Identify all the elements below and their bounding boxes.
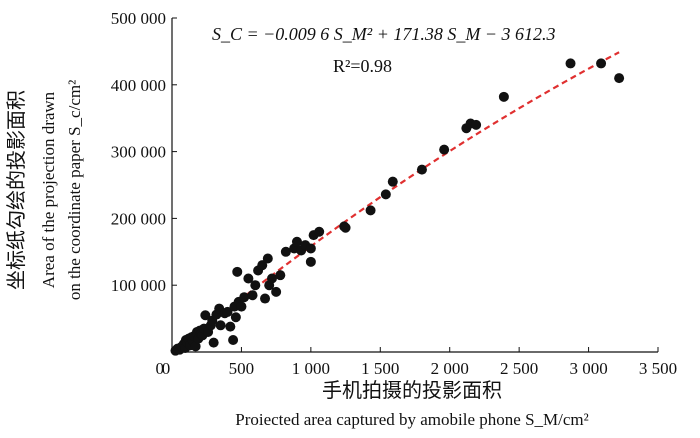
x-tick-label: 0 [162,359,171,378]
data-point [439,144,450,155]
r-squared-label: R²=0.98 [333,56,392,76]
regression-equation: S_C = −0.009 6 S_M² + 171.38 S_M − 3 612… [212,24,555,44]
x-tick-label: 1 000 [292,359,330,378]
x-tick-label: 2 000 [431,359,469,378]
data-point [230,312,241,323]
x-tick-label: 2 500 [500,359,538,378]
y-tick-label: 0 [156,359,165,378]
data-point [380,189,391,200]
data-point [314,226,325,237]
data-point [280,246,291,257]
x-axis-title-en: Proiected area captured by amobile phone… [235,410,588,429]
data-point [416,164,427,175]
tick-group: 0 500 1 000 1 500 2 000 2 500 3 000 3 500 0 100 0… [111,9,677,378]
data-point [250,280,261,291]
data-point [236,301,247,312]
data-point [215,320,226,331]
axes [171,18,658,353]
data-point [387,176,398,187]
x-tick-label: 3 500 [639,359,677,378]
y-axis-title-en-line1: Area of the projection drawn [39,91,58,288]
data-point [305,256,316,267]
data-point [243,273,254,284]
y-tick-label: 400 000 [111,76,166,95]
data-point [190,341,201,352]
data-point [232,266,243,277]
data-point [471,119,482,130]
y-tick-label: 500 000 [111,9,166,28]
data-point [365,205,376,216]
data-point [228,334,239,345]
data-points [170,58,625,356]
y-axis-title-en-line2: on the coordinate paper S_c/cm² [65,80,84,300]
data-point [260,293,271,304]
data-point [291,236,302,247]
data-point [614,73,625,84]
y-axis-title-cn: 坐标纸勾绘的投影面积 [5,90,28,290]
data-point [305,243,316,254]
data-point [498,91,509,102]
data-point [565,58,576,69]
x-tick-label: 1 500 [361,359,399,378]
x-axis-title-cn: 手机拍摄的投影面积 [322,379,502,402]
data-point [257,260,268,271]
x-tick-label: 500 [229,359,255,378]
data-point [239,292,250,303]
data-point [271,286,282,297]
data-point [222,306,233,317]
data-point [596,58,607,69]
data-point [266,273,277,284]
data-point [247,290,258,301]
data-point [225,321,236,332]
data-point [340,222,351,233]
y-tick-label: 300 000 [111,143,166,162]
x-tick-label: 3 000 [569,359,607,378]
y-tick-label: 200 000 [111,209,166,228]
data-point [200,310,211,321]
data-point [262,253,273,264]
y-tick-label: 100 000 [111,276,166,295]
data-point [275,270,286,281]
data-point [208,337,219,348]
